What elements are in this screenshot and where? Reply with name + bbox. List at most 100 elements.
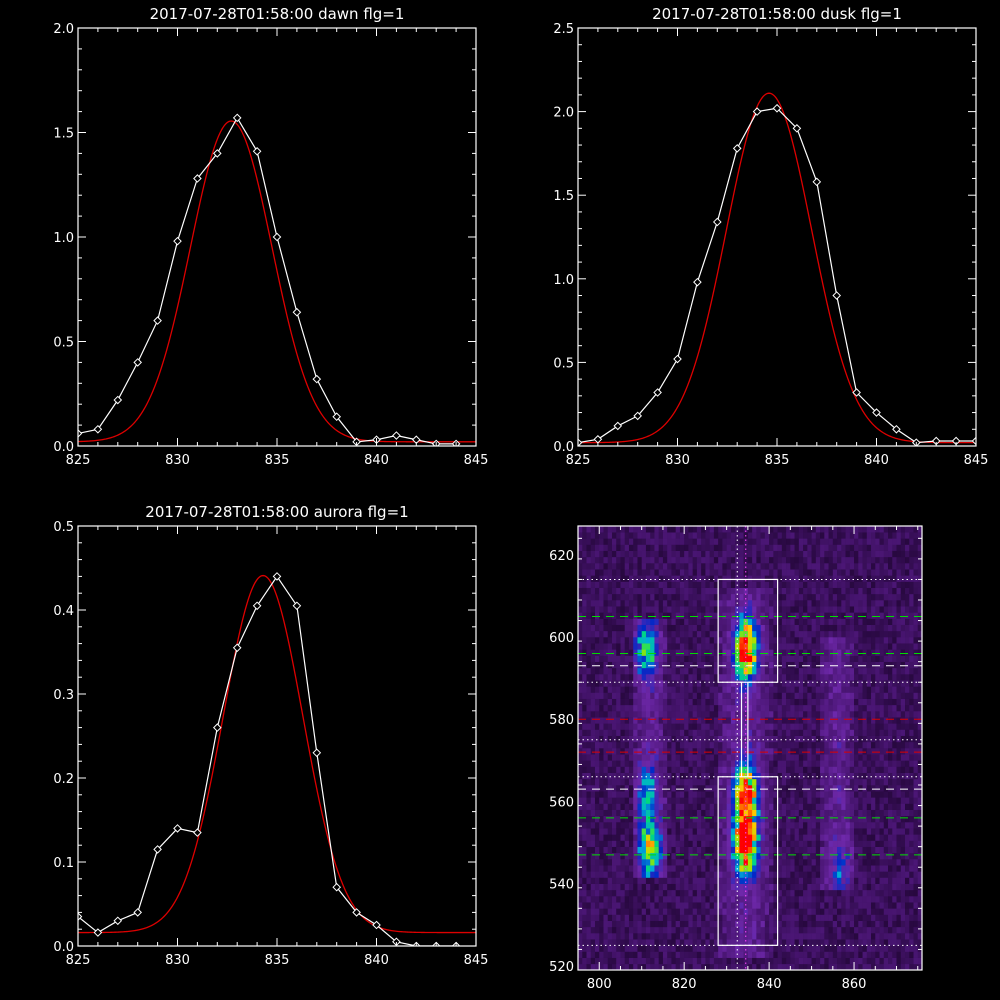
heatmap-cell	[760, 532, 766, 539]
heatmap-cell	[773, 945, 778, 952]
heatmap-cell	[718, 760, 723, 767]
heatmap-cell	[658, 797, 664, 804]
heatmap-cell	[747, 637, 753, 644]
heatmap-cell	[637, 920, 643, 928]
heatmap-cell	[837, 618, 842, 625]
heatmap-cell	[718, 735, 723, 743]
heatmap-cell	[611, 649, 617, 656]
heatmap-cell	[769, 822, 774, 829]
heatmap-cell	[696, 618, 702, 625]
heatmap-cell	[671, 797, 676, 804]
heatmap-cell	[841, 606, 846, 613]
heatmap-cell	[688, 754, 693, 761]
heatmap-cell	[578, 963, 583, 970]
heatmap-cell	[752, 741, 757, 749]
heatmap-cell	[747, 612, 753, 619]
heatmap-cell	[679, 963, 685, 970]
heatmap-cell	[811, 593, 817, 601]
heatmap-cell	[773, 846, 778, 854]
heatmap-cell	[667, 593, 672, 601]
heatmap-cell	[722, 667, 727, 675]
heatmap-cell	[777, 649, 783, 656]
heatmap-cell	[675, 871, 681, 878]
heatmap-cell	[650, 550, 655, 558]
heatmap-cell	[658, 655, 664, 662]
heatmap-cell	[654, 661, 659, 669]
heatmap-cell	[832, 822, 838, 829]
heatmap-cell	[582, 563, 587, 570]
heatmap-cell	[722, 544, 727, 551]
heatmap-cell	[641, 624, 647, 632]
heatmap-cell	[624, 889, 630, 897]
heatmap-cell	[582, 963, 587, 970]
heatmap-cell	[781, 754, 787, 761]
heatmap-cell	[607, 692, 613, 699]
heatmap-cell	[578, 569, 583, 576]
heatmap-cell	[726, 698, 732, 706]
heatmap-cell	[722, 550, 727, 558]
heatmap-cell	[611, 902, 617, 909]
heatmap-cell	[616, 550, 621, 558]
heatmap-cell	[603, 606, 609, 613]
heatmap-cell	[815, 741, 821, 749]
heatmap-cell	[645, 717, 651, 724]
heatmap-cell	[645, 544, 651, 551]
heatmap-cell	[764, 772, 770, 780]
heatmap-cell	[764, 766, 770, 773]
heatmap-cell	[845, 600, 851, 607]
heatmap-cell	[679, 735, 685, 743]
heatmap-cell	[781, 717, 787, 724]
heatmap-cell	[815, 717, 821, 724]
heatmap-cell	[578, 704, 583, 712]
heatmap-cell	[730, 581, 736, 588]
heatmap-cell	[739, 612, 744, 619]
heatmap-cell	[650, 661, 655, 669]
heatmap-cell	[718, 667, 723, 675]
heatmap-cell	[722, 643, 727, 650]
heatmap-cell	[807, 532, 812, 539]
heatmap-cell	[752, 939, 757, 946]
heatmap-cell	[777, 538, 783, 545]
heatmap-cell	[590, 692, 596, 699]
heatmap-cell	[578, 655, 583, 662]
heatmap-cell	[662, 933, 668, 940]
heatmap-cell	[667, 859, 672, 866]
heatmap-cell	[688, 741, 693, 749]
heatmap-cell	[837, 877, 842, 884]
heatmap-cell	[633, 957, 638, 965]
heatmap-cell	[586, 871, 592, 878]
heatmap-cell	[752, 526, 757, 533]
heatmap-cell	[726, 667, 732, 675]
heatmap-cell	[599, 803, 604, 810]
heatmap-cell	[807, 618, 812, 625]
heatmap-cell	[620, 877, 626, 884]
heatmap-cell	[624, 649, 630, 656]
heatmap-cell	[760, 729, 766, 736]
heatmap-cell	[790, 803, 795, 810]
heatmap-cell	[696, 581, 702, 588]
heatmap-cell	[841, 883, 846, 891]
heatmap-cell	[726, 637, 732, 644]
heatmap-cell	[747, 859, 753, 866]
heatmap-cell	[756, 532, 761, 539]
heatmap-cell	[786, 556, 791, 564]
heatmap-cell	[841, 834, 846, 841]
heatmap-cell	[624, 772, 630, 780]
heatmap-cell	[599, 760, 604, 767]
heatmap-cell	[628, 575, 634, 582]
heatmap-cell	[658, 600, 664, 607]
heatmap-cell	[752, 649, 757, 656]
heatmap-cell	[824, 587, 829, 595]
heatmap-cell	[718, 828, 723, 835]
heatmap-cell	[726, 754, 732, 761]
heatmap-cell	[696, 760, 702, 767]
heatmap-cell	[684, 945, 689, 952]
heatmap-cell	[815, 735, 821, 743]
heatmap-cell	[675, 587, 681, 595]
heatmap-cell	[832, 834, 838, 841]
data-point	[212, 723, 222, 732]
heatmap-cell	[747, 914, 753, 921]
heatmap-cell	[705, 686, 710, 693]
heatmap-cell	[739, 649, 744, 656]
heatmap-cell	[705, 717, 710, 724]
